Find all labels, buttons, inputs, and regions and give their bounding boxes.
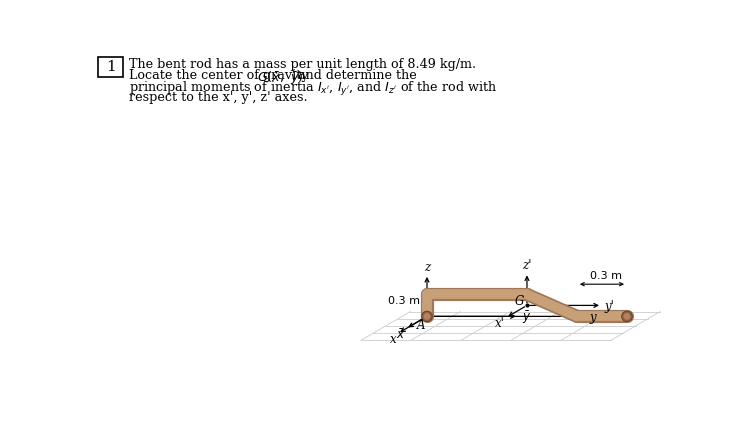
Text: 0.3 m: 0.3 m xyxy=(388,296,420,306)
Text: A: A xyxy=(416,319,425,332)
Circle shape xyxy=(622,312,632,320)
Text: x: x xyxy=(389,333,396,346)
Text: principal moments of inertia $I_{x'}$, $I_{y'}$, and $I_{z'}$ of the rod with: principal moments of inertia $I_{x'}$, $… xyxy=(129,80,497,98)
Circle shape xyxy=(422,311,432,321)
Text: 1: 1 xyxy=(106,60,116,74)
Text: z: z xyxy=(424,260,430,274)
Text: $G(\bar{x},\ \bar{y})$: $G(\bar{x},\ \bar{y})$ xyxy=(257,69,304,86)
Text: respect to the x', y', z' axes.: respect to the x', y', z' axes. xyxy=(129,91,308,104)
Text: y': y' xyxy=(604,301,615,313)
Text: $\bar{x}$: $\bar{x}$ xyxy=(396,328,406,342)
Circle shape xyxy=(424,314,430,319)
Bar xyxy=(98,57,123,77)
Text: z': z' xyxy=(522,259,532,272)
Text: 0.3 m: 0.3 m xyxy=(590,271,622,282)
Circle shape xyxy=(622,311,632,321)
Circle shape xyxy=(423,312,431,320)
Text: G: G xyxy=(514,295,524,308)
Text: y: y xyxy=(590,312,596,324)
Circle shape xyxy=(624,314,630,319)
Text: $\bar{y}$: $\bar{y}$ xyxy=(522,310,531,326)
Text: and determine the: and determine the xyxy=(294,69,416,82)
Text: Locate the center of gravity: Locate the center of gravity xyxy=(129,69,312,82)
Text: The bent rod has a mass per unit length of 8.49 kg/m.: The bent rod has a mass per unit length … xyxy=(129,58,476,72)
Text: x': x' xyxy=(495,317,506,331)
